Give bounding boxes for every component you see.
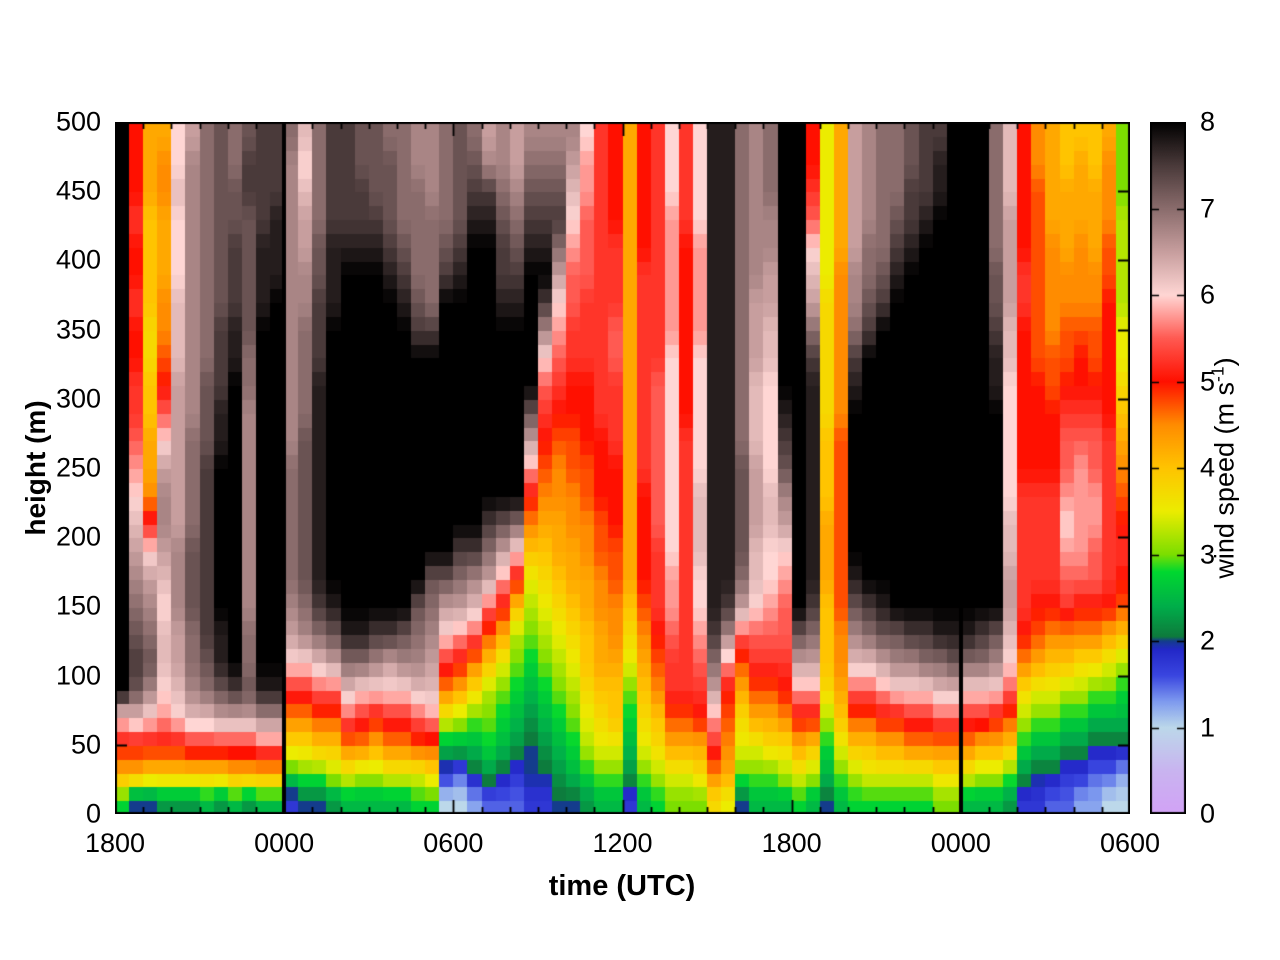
colorbar-title-superscript: -1: [1207, 366, 1228, 382]
colorbar-tick-label: 6: [1200, 279, 1216, 310]
y-tick-label: 200: [55, 521, 101, 552]
y-tick-label: 50: [70, 729, 101, 760]
y-tick-label: 100: [55, 660, 101, 691]
colorbar-tick-label: 5: [1200, 366, 1216, 396]
y-tick-label: 0: [85, 798, 101, 829]
colorbar-tick-label: 8: [1200, 106, 1216, 137]
colorbar-tick-label: 1: [1200, 712, 1216, 742]
y-tick-label: 300: [55, 383, 101, 414]
heatmap-plot-area: [115, 122, 1130, 814]
x-tick-label: 1800: [84, 828, 146, 858]
x-tick-label: 0000: [254, 828, 315, 858]
colorbar-tick-label: 7: [1200, 193, 1216, 223]
colorbar-title-close-paren: ): [1209, 357, 1240, 367]
colorbar-tick-label: 4: [1200, 452, 1216, 483]
x-tick-label: 0600: [423, 828, 484, 858]
y-tick-label: 150: [55, 590, 101, 621]
colorbar-title-text: wind speed (m s: [1209, 382, 1240, 579]
colorbar-tick-label: 3: [1200, 539, 1216, 569]
x-tick-label: 0000: [930, 828, 991, 858]
y-axis-title: height (m): [20, 400, 51, 536]
y-tick-label: 500: [55, 106, 101, 137]
colorbar: [1150, 122, 1186, 814]
colorbar-tick-label: 0: [1200, 798, 1216, 829]
x-tick-label: 0600: [1099, 828, 1161, 858]
y-tick-label: 350: [55, 314, 101, 345]
colorbar-tick-label: 2: [1200, 625, 1216, 656]
x-axis-title: time (UTC): [548, 870, 696, 902]
x-tick-label: 1800: [761, 828, 822, 858]
y-tick-label: 450: [55, 175, 101, 206]
y-tick-label: 400: [55, 244, 101, 275]
y-tick-label: 250: [55, 452, 101, 483]
x-tick-label: 1200: [592, 828, 653, 858]
colorbar-title: wind speed (m s-1): [1208, 357, 1241, 578]
